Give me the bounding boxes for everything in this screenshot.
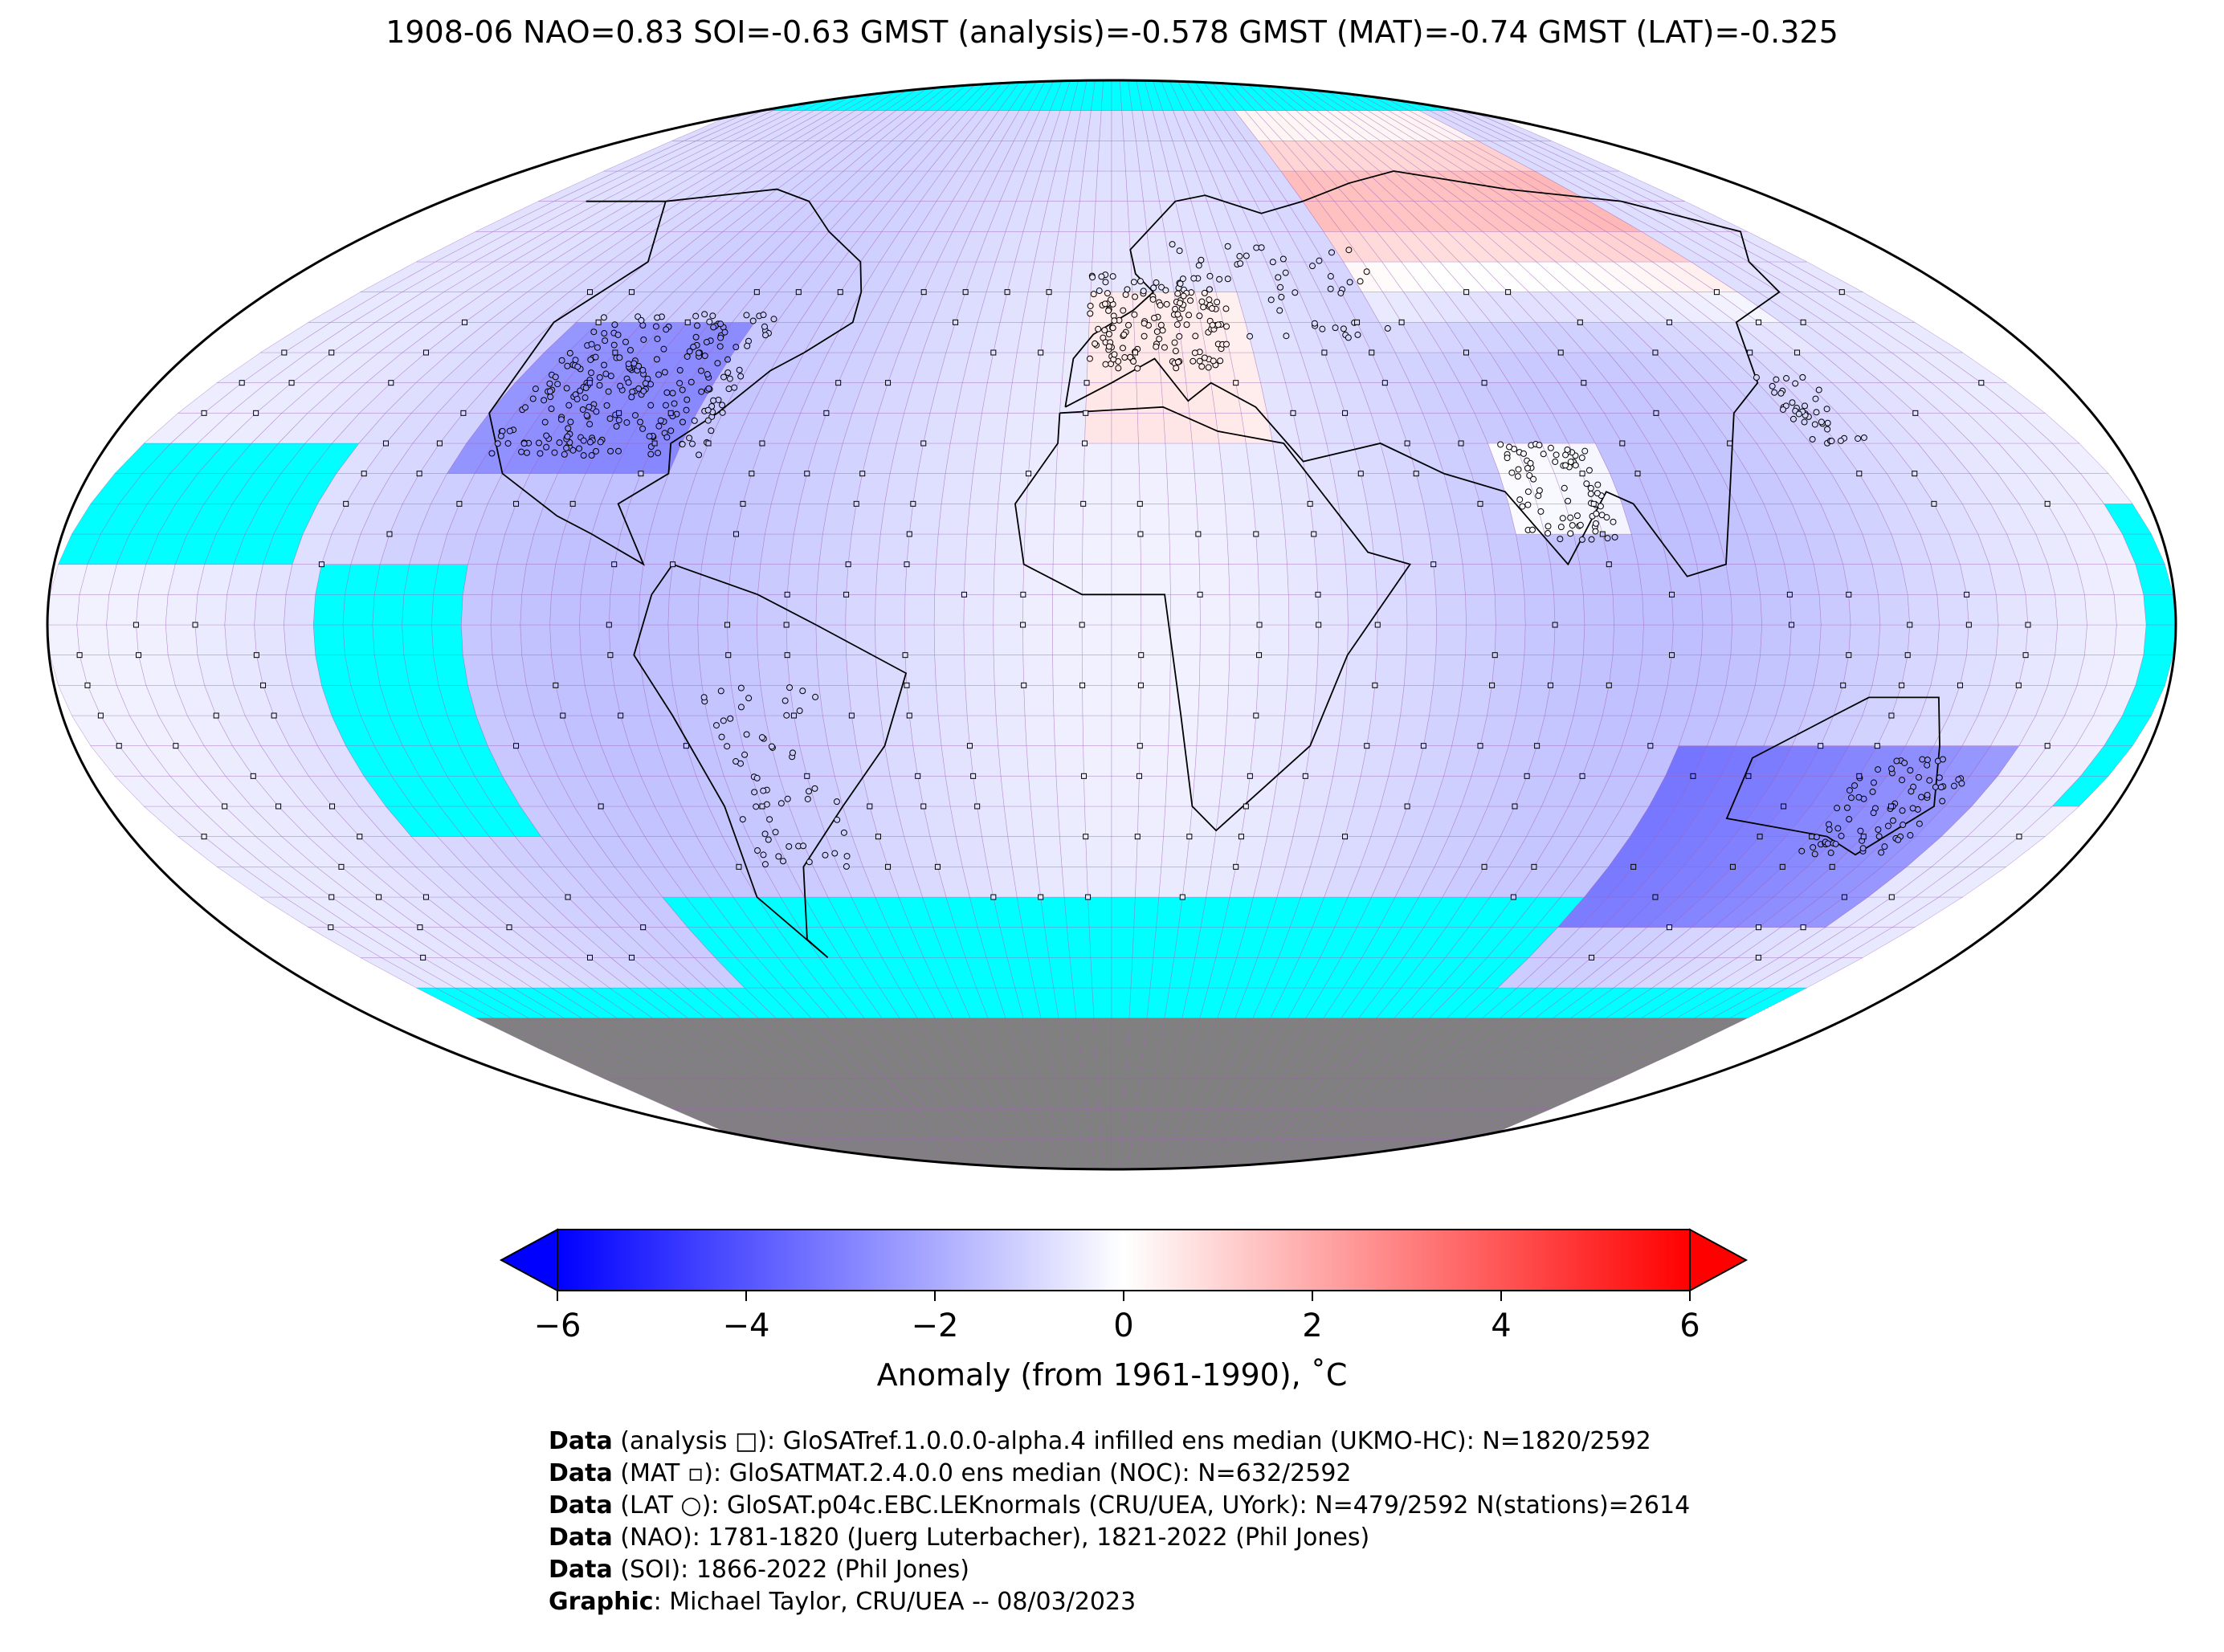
credit-line: Data (SOI): 1866-2022 (Phil Jones) bbox=[549, 1554, 1690, 1586]
credit-label: Data bbox=[549, 1459, 613, 1487]
credit-label: Graphic bbox=[549, 1588, 654, 1616]
colorbar-tick-label: 6 bbox=[1679, 1307, 1700, 1344]
colorbar-ticks bbox=[557, 1291, 1691, 1301]
credit-text: (MAT ▫): GloSATMAT.2.4.0.0 ens median (N… bbox=[612, 1459, 1352, 1487]
colorbar-right-arrow bbox=[1689, 1228, 1749, 1292]
credit-line: Graphic: Michael Taylor, CRU/UEA -- 08/0… bbox=[549, 1586, 1690, 1618]
colorbar-tick-label: 0 bbox=[1113, 1307, 1134, 1344]
credit-label: Data bbox=[549, 1556, 613, 1584]
credit-text: (analysis □): GloSATref.1.0.0.0-alpha.4 … bbox=[612, 1427, 1651, 1455]
anomaly-grid-cells bbox=[47, 80, 2176, 1169]
colorbar-tick-label: 4 bbox=[1491, 1307, 1512, 1344]
credit-label: Data bbox=[549, 1524, 613, 1552]
colorbar-body bbox=[557, 1229, 1691, 1291]
credit-label: Data bbox=[549, 1491, 613, 1519]
credit-line: Data (MAT ▫): GloSATMAT.2.4.0.0 ens medi… bbox=[549, 1458, 1690, 1490]
credit-text: (SOI): 1866-2022 (Phil Jones) bbox=[612, 1556, 969, 1584]
colorbar-label: Anomaly (from 1961-1990), ˚C bbox=[876, 1357, 1348, 1393]
credit-text: (NAO): 1781-1820 (Juerg Luterbacher), 18… bbox=[612, 1524, 1370, 1552]
credit-line: Data (NAO): 1781-1820 (Juerg Luterbacher… bbox=[549, 1522, 1690, 1554]
world-anomaly-map bbox=[46, 79, 2177, 1171]
colorbar-tick-label: −4 bbox=[722, 1307, 770, 1344]
credit-line: Data (analysis □): GloSATref.1.0.0.0-alp… bbox=[549, 1426, 1690, 1458]
map-title: 1908-06 NAO=0.83 SOI=-0.63 GMST (analysi… bbox=[386, 14, 1838, 50]
colorbar bbox=[499, 1228, 1749, 1301]
colorbar-tick-label: 2 bbox=[1302, 1307, 1323, 1344]
credit-text: : Michael Taylor, CRU/UEA -- 08/03/2023 bbox=[653, 1588, 1136, 1616]
colorbar-tick-label: −6 bbox=[533, 1307, 582, 1344]
credits-block: Data (analysis □): GloSATref.1.0.0.0-alp… bbox=[549, 1426, 1690, 1618]
credit-text: (LAT ○): GloSAT.p04c.EBC.LEKnormals (CRU… bbox=[612, 1491, 1691, 1519]
credit-label: Data bbox=[549, 1427, 613, 1455]
colorbar-left-arrow bbox=[499, 1228, 558, 1292]
credit-line: Data (LAT ○): GloSAT.p04c.EBC.LEKnormals… bbox=[549, 1490, 1690, 1522]
colorbar-tick-label: −2 bbox=[911, 1307, 959, 1344]
